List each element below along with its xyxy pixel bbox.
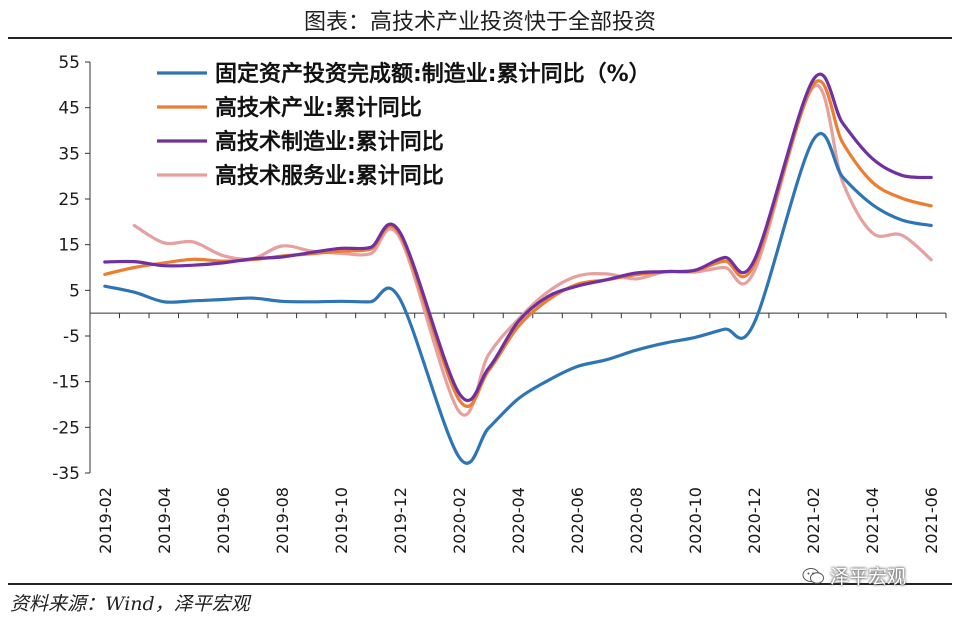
x-tick-label: 2021-02	[804, 487, 823, 554]
y-tick-label: -5	[63, 327, 80, 347]
x-tick-label: 2020-12	[745, 487, 764, 554]
legend-label: 固定资产投资完成额:制造业:累计同比（%）	[215, 61, 651, 87]
wechat-icon	[802, 567, 824, 584]
y-tick-label: 35	[58, 144, 80, 164]
page-title: 图表：高技术产业投资快于全部投资	[303, 10, 656, 35]
source-note: 资料来源：Wind，泽平宏观	[10, 593, 250, 615]
chart-series	[103, 72, 933, 465]
series-line-1	[103, 131, 933, 465]
watermark-text: 泽平宏观	[830, 566, 907, 588]
chart-legend: 固定资产投资完成额:制造业:累计同比（%） 高技术产业:累计同比高技术制造业:累计…	[157, 61, 651, 189]
series-line-3	[103, 72, 933, 403]
y-tick-label: 25	[58, 190, 80, 210]
x-tick-label: 2020-10	[686, 487, 705, 554]
chart-axes: 55 45 35 25 15 5 -5 -15 -25 -35 2019-02 2019-04 2019…	[52, 53, 947, 554]
x-tick-label: 2019-02	[96, 487, 115, 554]
x-tick-label: 2019-06	[214, 487, 233, 554]
x-tick-label: 2021-06	[922, 487, 941, 554]
x-tick-label: 2020-08	[627, 487, 646, 554]
title-divider	[8, 37, 952, 39]
footer-divider	[8, 583, 952, 585]
y-tick-label: -25	[52, 418, 80, 438]
x-tick-label: 2019-12	[391, 487, 410, 554]
y-tick-label: 15	[58, 236, 80, 256]
x-tick-label: 2020-06	[568, 487, 587, 554]
y-tick-label: 45	[58, 99, 80, 119]
x-tick-label: 2021-04	[863, 487, 882, 554]
x-tick-label: 2020-04	[509, 487, 528, 554]
legend-label: 高技术服务业:累计同比	[215, 163, 444, 189]
x-tick-label: 2019-04	[155, 487, 174, 554]
watermark: 泽平宏观	[802, 562, 906, 589]
legend-label: 高技术制造业:累计同比	[215, 129, 444, 155]
x-tick-label: 2020-02	[450, 487, 469, 554]
y-tick-label: 55	[58, 53, 80, 73]
x-tick-label: 2019-08	[273, 487, 292, 554]
y-tick-label: 5	[69, 281, 80, 301]
legend-label: 高技术产业:累计同比	[215, 95, 422, 121]
y-tick-label: -35	[52, 464, 80, 484]
x-tick-label: 2019-10	[332, 487, 351, 554]
y-tick-label: -15	[52, 373, 80, 393]
